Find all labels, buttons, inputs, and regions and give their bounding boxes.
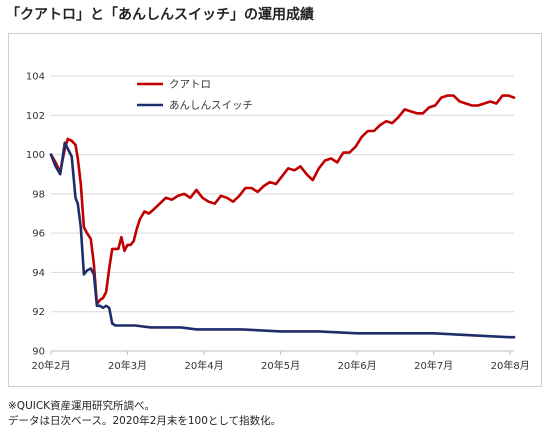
- line-chart: 90 92 94 96 98 100 102 104 20年2月 20年3月 20年4月 20年5月 2…: [26, 72, 530, 373]
- x-tick-label: 20年3月: [108, 359, 147, 372]
- source-note: ※QUICK資産運用研究所調べ。: [8, 400, 156, 412]
- method-note: データは日次ベース。2020年2月末を100として指数化。: [8, 415, 282, 427]
- chart-frame: 90 92 94 96 98 100 102 104 20年2月 20年3月 20年4月 20年5月 2…: [8, 33, 542, 387]
- y-tick-label: 96: [32, 229, 45, 240]
- x-tick-label: 20年4月: [185, 359, 224, 372]
- x-tick-label: 20年8月: [491, 359, 530, 372]
- x-tick-label: 20年7月: [414, 359, 453, 372]
- legend-label-0: クアトロ: [169, 79, 211, 91]
- gridlines: [51, 75, 514, 352]
- y-tick-label: 100: [26, 150, 45, 161]
- chart-notes: ※QUICK資産運用研究所調べ。 データは日次ベース。2020年2月末を100と…: [8, 399, 281, 429]
- y-tick-label: 102: [26, 111, 45, 122]
- x-tick-label: 20年6月: [338, 359, 377, 372]
- series-line-1: [49, 141, 516, 339]
- series-lines: [49, 94, 516, 339]
- y-tick-label: 104: [26, 72, 45, 83]
- y-tick-label: 98: [32, 189, 45, 200]
- y-tick-label: 90: [32, 347, 45, 358]
- chart-title: 「クアトロ」と「あんしんスイッチ」の運用成績: [6, 7, 314, 23]
- y-tick-label: 94: [32, 268, 45, 279]
- y-tick-label: 92: [32, 307, 45, 318]
- axes: 90 92 94 96 98 100 102 104 20年2月 20年3月 20年4月 20年5月 2…: [26, 72, 530, 373]
- legend-label-1: あんしんスイッチ: [169, 100, 253, 112]
- x-tick-label: 20年5月: [261, 359, 300, 372]
- x-tick-label: 20年2月: [31, 359, 70, 372]
- series-line-0: [49, 94, 516, 306]
